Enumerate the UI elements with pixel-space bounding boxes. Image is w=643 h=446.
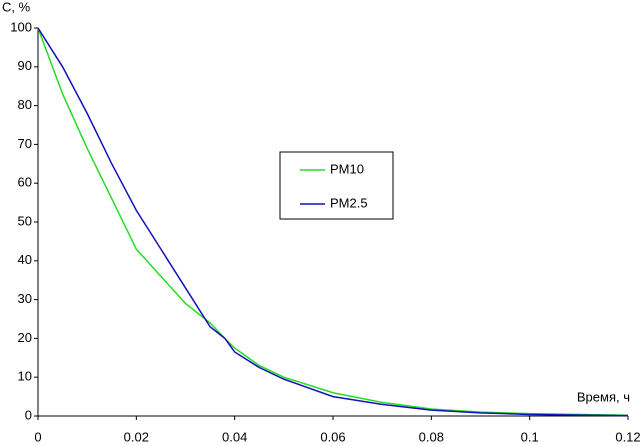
legend-label: PM2.5 [330, 195, 368, 210]
x-tick-label: 0.04 [222, 429, 247, 444]
y-tick-label: 30 [18, 291, 32, 306]
y-tick-label: 70 [18, 136, 32, 151]
x-tick-label: 0.08 [419, 429, 444, 444]
y-tick-label: 80 [18, 97, 32, 112]
x-tick-label: 0 [34, 429, 41, 444]
series-line [37, 27, 629, 417]
x-axis-label: Время, ч [577, 389, 630, 404]
y-tick-label: 60 [18, 175, 32, 190]
y-tick-label: 90 [18, 58, 32, 73]
series-line [37, 27, 629, 416]
x-tick-label: 0.1 [521, 429, 539, 444]
y-tick-label: 50 [18, 213, 32, 228]
x-tick-label: 0.06 [320, 429, 345, 444]
y-axis-label: C, % [2, 0, 31, 14]
y-tick-label: 100 [10, 19, 32, 34]
y-tick-label: 10 [18, 369, 32, 384]
y-tick-label: 0 [25, 407, 32, 422]
x-tick-label: 0.12 [615, 429, 640, 444]
legend-label: PM10 [330, 161, 364, 176]
y-tick-label: 40 [18, 252, 32, 267]
legend-box [279, 151, 394, 220]
x-tick-label: 0.02 [124, 429, 149, 444]
y-tick-label: 20 [18, 330, 32, 345]
